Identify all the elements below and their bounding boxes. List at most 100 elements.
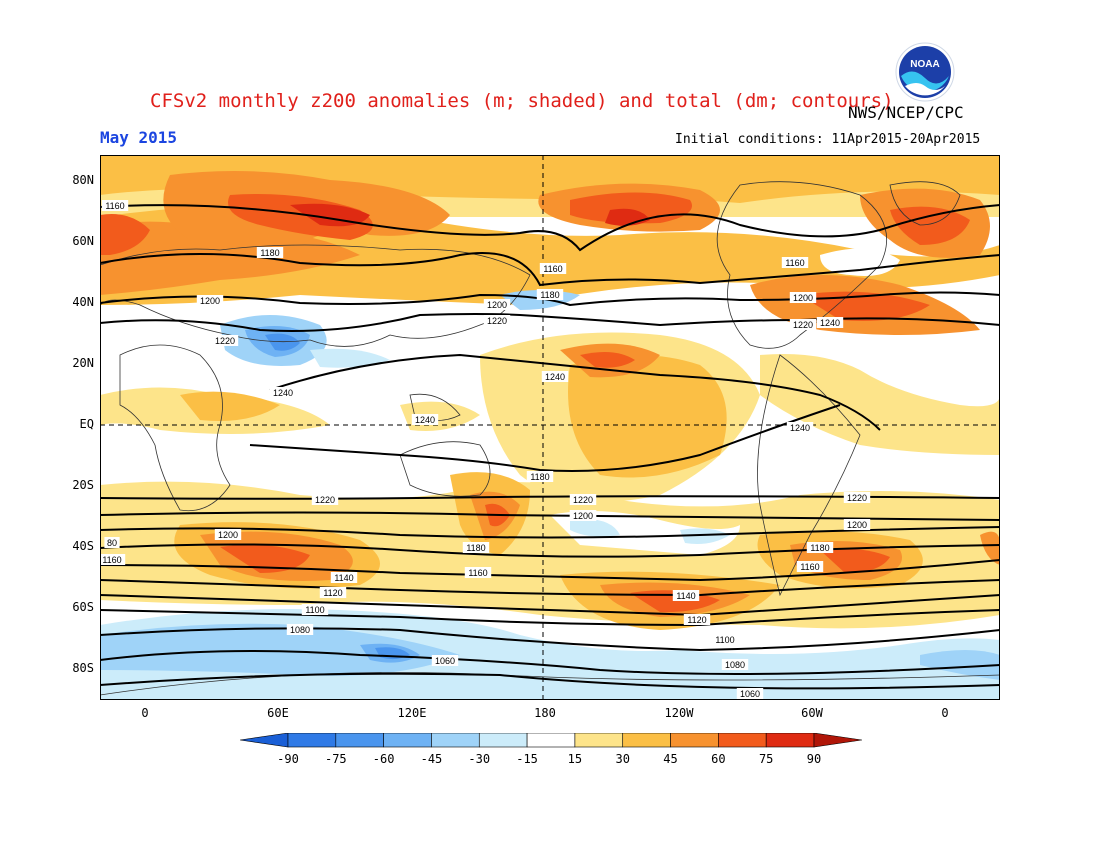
colorbar-label: -30 (468, 752, 491, 766)
contour-label: 1240 (816, 317, 844, 328)
lon-label-0-east: 0 (941, 706, 949, 720)
colorbar-label: -90 (277, 752, 299, 766)
contour-label: 1180 (256, 247, 284, 258)
svg-text:1060: 1060 (740, 689, 760, 699)
contour-label: 1180 (806, 542, 834, 553)
colorbar-label: 30 (615, 752, 630, 766)
svg-text:1220: 1220 (847, 493, 867, 503)
contour-label: 1220 (843, 492, 871, 503)
svg-text:1240: 1240 (545, 372, 565, 382)
lon-label-180: 180 (534, 706, 556, 720)
contour-label: 1160 (100, 554, 126, 565)
chart-title: CFSv2 monthly z200 anomalies (m; shaded)… (150, 90, 894, 112)
contour-label: 1160 (781, 257, 809, 268)
contour-label: 1240 (411, 414, 439, 425)
contour-label: 1200 (196, 295, 224, 306)
colorbar-cell (765, 733, 815, 748)
svg-text:1200: 1200 (793, 293, 813, 303)
contour-label: 1140 (672, 590, 700, 601)
lat-label-60n: 60N (72, 234, 94, 248)
colorbar-label: 45 (663, 752, 678, 766)
colorbar-label: -45 (420, 752, 443, 766)
svg-text:1160: 1160 (785, 258, 804, 268)
colorbar-label: 60 (711, 752, 726, 766)
contour-label: 1180 (536, 289, 564, 300)
lat-label-20n: 20N (72, 356, 94, 370)
contour-label: 1080 (286, 624, 314, 635)
svg-text:1200: 1200 (847, 520, 867, 530)
svg-text:1200: 1200 (218, 530, 238, 540)
contour-label: 1240 (269, 387, 297, 398)
colorbar (240, 733, 862, 748)
colorbar-cell (718, 733, 767, 748)
contour-label: 1160 (101, 200, 129, 211)
contour-label: 1220 (789, 319, 817, 330)
contour-label: 1060 (431, 655, 459, 666)
colorbar-cell (574, 733, 624, 748)
contour-label: 1220 (483, 315, 511, 326)
contour-label: 1200 (843, 519, 871, 530)
svg-text:80: 80 (107, 538, 117, 548)
svg-text:1200: 1200 (200, 296, 220, 306)
contour-label: 1160 (464, 567, 492, 578)
colorbar-cell (335, 733, 384, 748)
colorbar-cell (240, 733, 289, 748)
svg-text:1220: 1220 (487, 316, 507, 326)
svg-text:1080: 1080 (725, 660, 745, 670)
colorbar-cell (478, 733, 528, 748)
svg-text:1160: 1160 (543, 264, 562, 274)
lon-label-60e: 60E (267, 706, 289, 720)
lat-label-20s: 20S (72, 478, 94, 492)
lat-label-80s: 80S (72, 661, 94, 675)
svg-text:1200: 1200 (573, 511, 593, 521)
svg-text:1240: 1240 (273, 388, 293, 398)
agency-label: NWS/NCEP/CPC (848, 103, 964, 122)
colorbar-label: 75 (758, 752, 774, 766)
contour-label: 1220 (311, 494, 339, 505)
lat-label-60s: 60S (72, 600, 94, 614)
svg-text:1160: 1160 (102, 555, 121, 565)
initial-conditions-label: Initial conditions: 11Apr2015-20Apr2015 (675, 132, 981, 147)
colorbar-label: 15 (567, 752, 583, 766)
lon-label-0: 0 (141, 706, 149, 720)
contour-label: 1100 (711, 634, 739, 645)
svg-text:1160: 1160 (800, 562, 819, 572)
svg-text:1140: 1140 (334, 573, 353, 583)
contour-label: 1200 (789, 292, 817, 303)
svg-text:1120: 1120 (323, 588, 342, 598)
contour-label: 1240 (786, 422, 814, 433)
contour-label: 1100 (301, 604, 329, 615)
contour-label: 1060 (736, 688, 764, 699)
svg-text:1080: 1080 (290, 625, 310, 635)
lat-label-40s: 40S (72, 539, 94, 553)
contour-label: 1220 (569, 494, 597, 505)
contour-label: 1160 (539, 263, 567, 274)
contour-label: 1240 (541, 371, 569, 382)
contour-label: 80 (104, 537, 120, 548)
svg-text:1180: 1180 (810, 543, 829, 553)
contour-label: 1120 (683, 614, 711, 625)
contour-label: 1200 (214, 529, 242, 540)
svg-text:1100: 1100 (715, 635, 734, 645)
svg-text:1100: 1100 (305, 605, 324, 615)
svg-text:1060: 1060 (435, 656, 455, 666)
svg-text:1120: 1120 (687, 615, 706, 625)
contour-label: 1200 (569, 510, 597, 521)
lat-label-80n: 80N (72, 173, 94, 187)
colorbar-label: -15 (516, 752, 538, 766)
svg-text:1220: 1220 (215, 336, 235, 346)
svg-text:1160: 1160 (468, 568, 487, 578)
colorbar-cell (526, 733, 576, 748)
svg-text:1220: 1220 (793, 320, 813, 330)
contour-label: 1160 (796, 561, 824, 572)
svg-text:1180: 1180 (540, 290, 559, 300)
svg-text:1240: 1240 (790, 423, 810, 433)
colorbar-cell (431, 733, 480, 748)
colorbar-label: -75 (324, 752, 347, 766)
lon-label-120w: 120W (664, 706, 694, 720)
colorbar-cell (813, 733, 862, 748)
lon-label-60w: 60W (801, 706, 823, 720)
contour-label: 1220 (211, 335, 239, 346)
svg-text:1240: 1240 (820, 318, 840, 328)
month-label: May 2015 (100, 128, 178, 147)
